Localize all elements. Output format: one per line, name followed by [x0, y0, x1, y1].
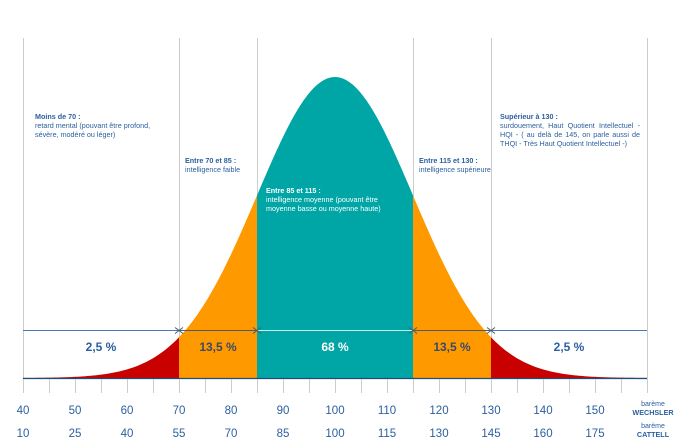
arrow-head: [412, 327, 418, 334]
tick-label-wechsler: 70: [173, 405, 186, 417]
tick-label-cattell: 10: [17, 428, 30, 440]
tick-label-wechsler: 120: [429, 405, 448, 417]
annotation-title: Entre 85 et 115 :: [266, 186, 321, 195]
curve-region: [179, 195, 257, 378]
curve-region: [491, 337, 647, 378]
tick-label-wechsler: 150: [585, 405, 604, 417]
tick-label-cattell: 160: [533, 428, 552, 440]
tick-label-wechsler: 90: [277, 405, 290, 417]
tick-label-cattell: 85: [277, 428, 290, 440]
percentage-separator: [23, 327, 647, 334]
annotation-title: Supérieur à 130 :: [500, 112, 558, 121]
annotation-title: Entre 70 et 85 :: [185, 156, 237, 165]
tick-label-wechsler: 50: [69, 405, 82, 417]
percent-label: 13,5 %: [433, 340, 471, 354]
tick-label-cattell: 175: [585, 428, 604, 440]
annotation-text: retard mental (pouvant être profond, sév…: [35, 121, 151, 139]
percent-label: 2,5 %: [554, 340, 585, 354]
tick-label-cattell: 145: [481, 428, 500, 440]
annotation-below-70: Moins de 70 : retard mental (pouvant êtr…: [35, 112, 175, 139]
arrow-head: [490, 327, 496, 334]
tick-label-wechsler: 40: [17, 405, 30, 417]
annotation-70-85: Entre 70 et 85 : intelligence faible: [185, 156, 255, 174]
annotation-text: intelligence moyenne (pouvant être moyen…: [266, 195, 381, 213]
annotation-text: surdouement, Haut Quotient Intellectuel …: [500, 121, 640, 148]
percent-label: 68 %: [321, 340, 349, 354]
tick-label-cattell: 40: [121, 428, 134, 440]
tick-label-cattell: 115: [378, 428, 396, 440]
annotation-115-130: Entre 115 et 130 : intelligence supérieu…: [419, 156, 491, 174]
annotation-title: Entre 115 et 130 :: [419, 156, 478, 165]
annotation-text: intelligence faible: [185, 165, 241, 174]
arrow-head: [256, 327, 262, 334]
curve-region: [23, 337, 179, 378]
annotation-above-130: Supérieur à 130 : surdouement, Haut Quot…: [500, 112, 640, 148]
scale-label-wechsler: barème WECHSLER: [623, 401, 683, 417]
percentage-labels: 2,5 % 13,5 % 68 % 13,5 % 2,5 %: [86, 340, 585, 354]
tick-label-wechsler: 100: [325, 405, 344, 417]
x-axis: [23, 377, 648, 393]
tick-label-wechsler: 60: [121, 405, 134, 417]
annotation-text: intelligence supérieure: [419, 165, 491, 174]
annotation-title: Moins de 70 :: [35, 112, 81, 121]
curve-region: [413, 195, 491, 378]
tick-label-wechsler: 140: [533, 405, 552, 417]
scale-name: CATTELL: [636, 430, 670, 439]
scale-name: WECHSLER: [632, 408, 674, 417]
scale-prefix: barème: [641, 423, 665, 430]
arrow-head: [178, 327, 184, 334]
scale-prefix: barème: [641, 401, 665, 408]
curve-areas: [23, 77, 647, 378]
scale-label-cattell: barème CATTELL: [623, 423, 683, 439]
tick-labels: 40 50 60 70 80 90 100 110 120 130 140 150 10 25 40 55 70…: [17, 405, 605, 440]
tick-label-cattell: 55: [173, 428, 186, 440]
tick-label-cattell: 100: [325, 428, 344, 440]
tick-label-cattell: 25: [69, 428, 82, 440]
tick-label-wechsler: 80: [225, 405, 238, 417]
curve-region: [257, 77, 413, 378]
tick-label-wechsler: 110: [378, 405, 396, 417]
percent-label: 13,5 %: [199, 340, 237, 354]
tick-label-wechsler: 130: [481, 405, 500, 417]
tick-label-cattell: 70: [225, 428, 238, 440]
annotation-85-115: Entre 85 et 115 : intelligence moyenne (…: [266, 186, 408, 213]
percent-label: 2,5 %: [86, 340, 117, 354]
tick-label-cattell: 130: [429, 428, 448, 440]
